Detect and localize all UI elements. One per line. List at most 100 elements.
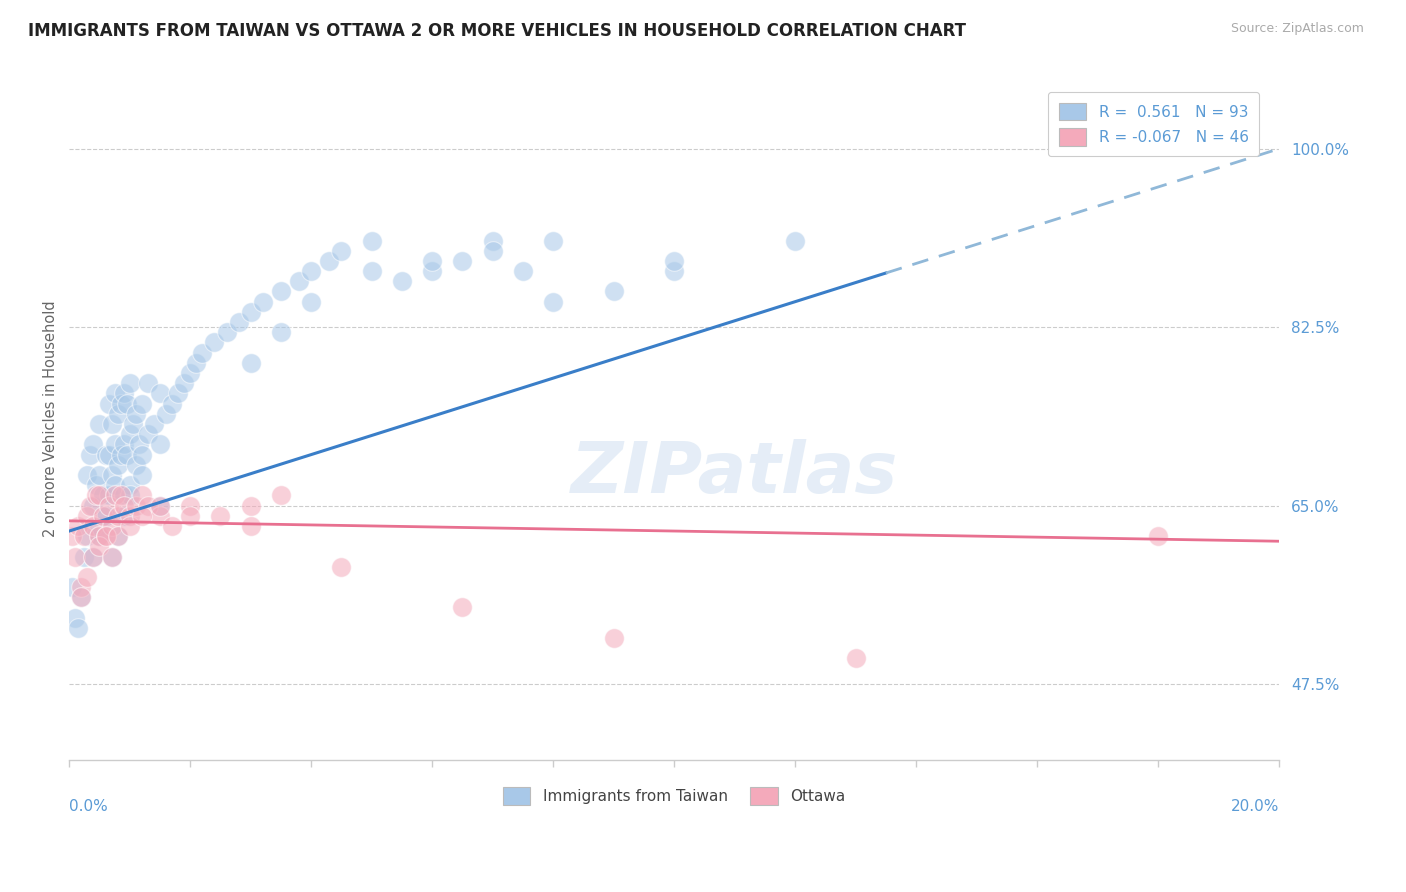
Point: [110, 448, 132, 462]
Point: [100, 549, 122, 564]
Point: [97, 488, 120, 502]
Point: [89, 529, 111, 543]
Y-axis label: 2 or more Vehicles in Household: 2 or more Vehicles in Household: [44, 301, 58, 537]
Point: [82, 499, 104, 513]
Point: [128, 437, 150, 451]
Point: [662, 264, 685, 278]
Point: [91, 508, 114, 523]
Point: [94, 508, 117, 523]
Point: [125, 499, 148, 513]
Point: [149, 437, 172, 451]
Point: [155, 407, 177, 421]
Point: [288, 274, 311, 288]
Point: [94, 448, 117, 462]
Point: [420, 264, 443, 278]
Point: [89, 467, 111, 482]
Point: [173, 376, 195, 391]
Point: [121, 417, 143, 431]
Point: [202, 335, 225, 350]
Point: [97, 396, 120, 410]
Point: [136, 499, 159, 513]
Point: [391, 274, 413, 288]
Point: [107, 407, 129, 421]
Point: [118, 488, 141, 502]
Text: Source: ZipAtlas.com: Source: ZipAtlas.com: [1230, 22, 1364, 36]
Point: [82, 549, 104, 564]
Point: [73, 549, 96, 564]
Point: [104, 437, 127, 451]
Point: [104, 386, 127, 401]
Point: [512, 264, 534, 278]
Point: [785, 234, 807, 248]
Point: [65, 610, 87, 624]
Point: [239, 519, 262, 533]
Point: [118, 508, 141, 523]
Point: [318, 254, 340, 268]
Point: [76, 570, 98, 584]
Point: [845, 651, 868, 665]
Point: [100, 467, 122, 482]
Point: [451, 600, 474, 615]
Point: [118, 376, 141, 391]
Point: [270, 285, 292, 299]
Point: [70, 591, 93, 605]
Point: [160, 396, 183, 410]
Point: [112, 488, 135, 502]
Point: [149, 499, 172, 513]
Point: [299, 264, 322, 278]
Point: [239, 305, 262, 319]
Point: [136, 427, 159, 442]
Point: [299, 294, 322, 309]
Point: [82, 519, 104, 533]
Point: [76, 529, 98, 543]
Point: [131, 396, 153, 410]
Point: [451, 254, 474, 268]
Point: [179, 499, 201, 513]
Text: 0.0%: 0.0%: [69, 799, 108, 814]
Point: [82, 437, 104, 451]
Point: [330, 244, 353, 258]
Point: [602, 285, 624, 299]
Point: [79, 448, 101, 462]
Point: [89, 488, 111, 502]
Point: [239, 499, 262, 513]
Point: [97, 448, 120, 462]
Point: [94, 529, 117, 543]
Point: [112, 508, 135, 523]
Point: [70, 591, 93, 605]
Point: [239, 356, 262, 370]
Point: [112, 386, 135, 401]
Point: [97, 499, 120, 513]
Point: [76, 467, 98, 482]
Point: [330, 559, 353, 574]
Text: ZIPatlas: ZIPatlas: [571, 439, 898, 508]
Point: [179, 508, 201, 523]
Point: [420, 254, 443, 268]
Point: [131, 448, 153, 462]
Point: [100, 417, 122, 431]
Point: [131, 467, 153, 482]
Point: [86, 478, 108, 492]
Point: [1147, 529, 1170, 543]
Point: [73, 529, 96, 543]
Point: [136, 376, 159, 391]
Point: [481, 234, 503, 248]
Point: [91, 488, 114, 502]
Point: [167, 386, 190, 401]
Point: [179, 366, 201, 380]
Point: [481, 244, 503, 258]
Point: [252, 294, 274, 309]
Point: [65, 549, 87, 564]
Point: [115, 448, 138, 462]
Point: [125, 458, 148, 472]
Point: [209, 508, 232, 523]
Point: [110, 488, 132, 502]
Point: [118, 427, 141, 442]
Point: [89, 539, 111, 553]
Point: [228, 315, 250, 329]
Point: [191, 345, 214, 359]
Point: [112, 437, 135, 451]
Point: [94, 529, 117, 543]
Point: [360, 234, 382, 248]
Point: [160, 519, 183, 533]
